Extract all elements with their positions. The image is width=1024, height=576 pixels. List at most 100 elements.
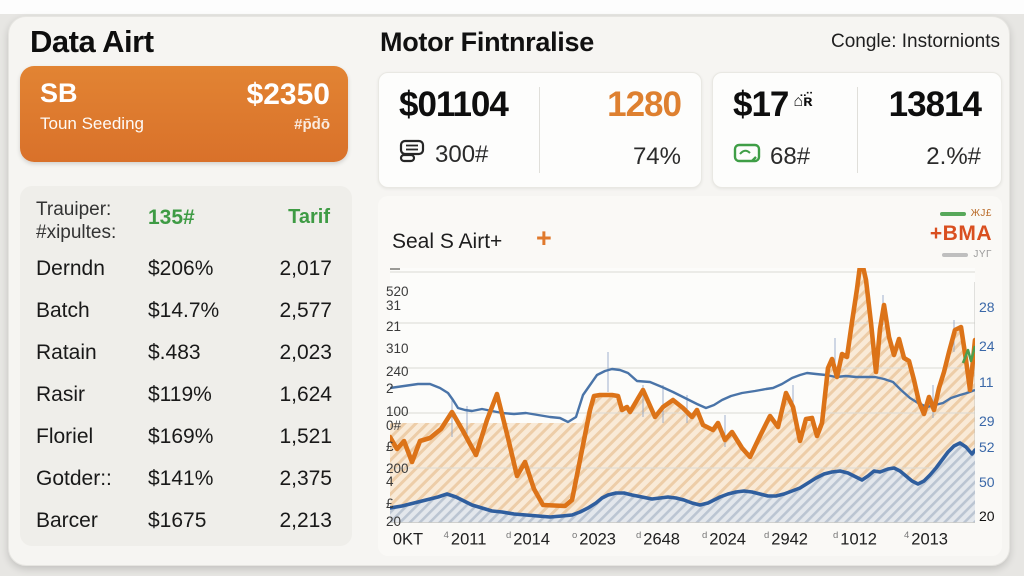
x-axis-label: d 2024 — [692, 530, 756, 550]
table-cell-count: 2,577 — [279, 299, 332, 322]
green-series-line[interactable] — [961, 345, 975, 364]
kpi-card-2[interactable]: $17 ⌂̈ʀ̈ 68# 13814 2.%# — [712, 72, 1002, 188]
legend-label: ЖЈ£ — [970, 208, 992, 219]
add-series-button[interactable]: + — [536, 223, 552, 253]
x-axis-tick-mark: 4 — [903, 530, 910, 541]
chart-title: Seal S Airt+ — [392, 230, 503, 253]
header-caption: Congle: Instornionts — [831, 31, 1000, 52]
table-cell-count: 2,017 — [279, 257, 332, 280]
table-row[interactable]: Barcer $1675 2,213 — [20, 500, 352, 542]
y-axis-label-left: 200 — [386, 461, 409, 476]
legend-item[interactable]: +BMA — [929, 222, 992, 245]
table-cell-name: Floriel — [36, 425, 94, 448]
kpi-card-1[interactable]: $01104 300# 1280 74% — [378, 72, 702, 188]
orange-band-area — [390, 268, 975, 523]
table-row[interactable]: Floriel $169% 1,521 — [20, 416, 352, 458]
table-cell-value: $.483 — [148, 341, 201, 364]
x-axis-tick-mark: d — [832, 530, 839, 541]
table-header-name: Trauiper: #xipultes: — [36, 198, 116, 244]
document-icon — [399, 138, 426, 171]
kpi1-secondary-value: 1280 — [607, 85, 682, 124]
x-axis-tick-mark: d — [763, 530, 770, 541]
kpi2-secondary-stat: 2.%# — [926, 143, 981, 170]
table-row[interactable]: Ratain $.483 2,023 — [20, 332, 352, 374]
table-row[interactable]: Rasir $119% 1,624 — [20, 374, 352, 416]
orange-series-line[interactable] — [390, 268, 975, 509]
y-axis-label-right: 28 — [979, 299, 995, 315]
x-axis-tick-text: 0KT — [392, 530, 424, 549]
y-axis-label-left: 20 — [386, 514, 402, 529]
table-row[interactable]: Derndn $206% 2,017 — [20, 248, 352, 290]
x-axis-tick-text: 2023 — [579, 530, 616, 549]
card-icon — [733, 142, 761, 171]
legend-item[interactable]: ЖЈ£ — [939, 208, 992, 219]
table-cell-name: Barcer — [36, 509, 98, 532]
y-axis-label-left: 310 — [386, 341, 409, 356]
y-axis-label-right: 24 — [979, 338, 995, 354]
table-cell-count: 1,624 — [279, 383, 332, 406]
page-title: Data Airt — [30, 24, 154, 59]
x-axis-label: 4 2011 — [433, 530, 497, 550]
y-axis-label-left: 0# — [386, 418, 402, 433]
summary-card[interactable]: SB Toun Seeding $2350 #p̄d̄ō — [20, 66, 348, 162]
legend-label: ЈΥΓ — [973, 249, 992, 260]
y-axis-label-right: 20 — [979, 508, 995, 524]
table-cell-name: Derndn — [36, 257, 105, 280]
y-axis-label-left: 31 — [386, 298, 402, 313]
kpi2-value-suffix: ⌂̈ʀ̈ — [793, 93, 813, 110]
kpi2-primary-value: $17 ⌂̈ʀ̈ — [733, 85, 813, 124]
section-title: Motor Fintnralise — [380, 27, 594, 57]
legend-item[interactable]: ЈΥΓ — [942, 249, 992, 260]
y-axis-label-right: 29 — [979, 413, 995, 429]
y-axis-label-left: 520 — [386, 284, 409, 299]
table-header-count: Tarif — [288, 206, 330, 228]
x-axis-tick-text: 2014 — [513, 530, 550, 549]
x-axis-label: d 1012 — [823, 530, 887, 550]
kpi1-primary-value: $01104 — [399, 85, 509, 124]
table-row[interactable]: Gotder:: $141% 2,375 — [20, 458, 352, 500]
y-axis-label-left: 240 — [386, 364, 409, 379]
table-cell-name: Ratain — [36, 341, 97, 364]
x-axis-label: d 2942 — [754, 530, 818, 550]
x-axis-tick-mark: 4 — [443, 530, 449, 541]
x-axis-tick-mark: d — [701, 530, 708, 541]
y-axis-label-right: 50 — [979, 474, 995, 490]
legend-swatch — [942, 252, 969, 257]
table-cell-value: $1675 — [148, 509, 207, 532]
table-cell-value: $141% — [148, 467, 214, 490]
table-cell-count: 2,375 — [279, 467, 332, 490]
x-axis-tick-mark: d — [505, 530, 512, 541]
table-row[interactable]: Batch $14.7% 2,577 — [20, 290, 352, 332]
metrics-table: Trauiper: #xipultes: 135# Tarif Derndn $2… — [20, 186, 352, 546]
top-strip — [0, 0, 1024, 14]
x-axis-label: d 2014 — [496, 530, 560, 550]
table-cell-value: $119% — [148, 383, 212, 406]
x-axis-label: 4 2013 — [894, 530, 958, 550]
bottom-area-edge[interactable] — [390, 441, 975, 519]
summary-subvalue: #p̄d̄ō — [294, 116, 330, 133]
blue-series-line[interactable] — [390, 367, 975, 424]
x-axis-tick-text: 1012 — [840, 530, 877, 549]
table-header-name-line2: #xipultes: — [36, 222, 117, 244]
kpi2-primary-stat: 68# — [770, 142, 811, 170]
x-axis-label: d 2648 — [626, 530, 690, 550]
summary-value: $2350 — [246, 78, 330, 111]
table-cell-name: Rasir — [36, 383, 86, 406]
kpi1-primary-stat: 300# — [435, 140, 489, 168]
y-axis-label-right: 11 — [979, 374, 994, 390]
table-cell-value: $206% — [148, 257, 214, 280]
summary-label: Toun Seeding — [40, 114, 144, 133]
table-cell-count: 2,213 — [279, 509, 332, 532]
table-cell-name: Gotder:: — [36, 467, 112, 490]
table-cell-name: Batch — [36, 299, 90, 322]
table-cell-count: 2,023 — [279, 341, 332, 364]
y-axis-label-left: 21 — [386, 319, 402, 334]
y-axis-label-left: 100 — [386, 404, 409, 419]
legend-swatch — [939, 211, 966, 216]
y-axis-label-left: £ — [386, 496, 394, 511]
bottom-area-fill — [390, 443, 975, 523]
kpi-divider — [539, 87, 540, 173]
table-body: Derndn $206% 2,017 Batch $14.7% 2,577 Ratain $.… — [20, 248, 352, 542]
x-axis-label: 0KT — [375, 530, 439, 550]
summary-code: SB — [40, 78, 78, 108]
